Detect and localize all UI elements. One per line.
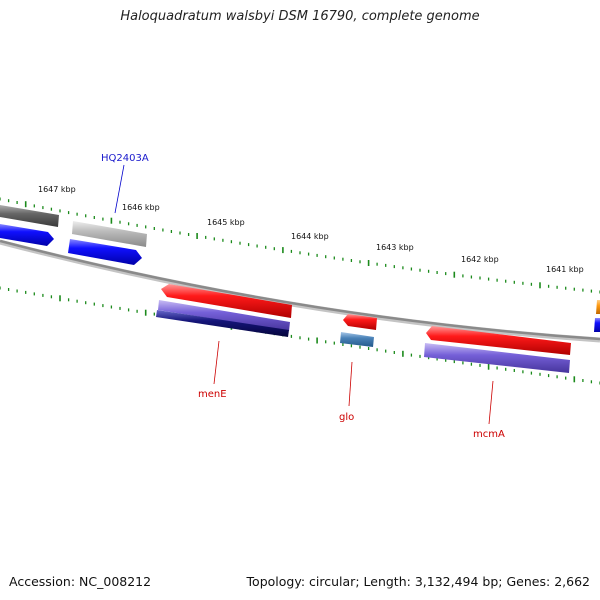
gene-feature-blue[interactable]	[0, 224, 54, 246]
gene-label-mcma[interactable]: mcmA	[473, 429, 505, 440]
gene-label-hq2403a[interactable]: HQ2403A	[101, 153, 149, 164]
kbp-label: 1645 kbp	[207, 218, 245, 227]
kbp-label: 1647 kbp	[38, 185, 76, 194]
topology-value: circular	[309, 574, 356, 589]
length-value: 3,132,494 bp	[414, 574, 499, 589]
leader-line	[114, 164, 125, 214]
accession-label: Accession:	[9, 574, 76, 589]
gene-feature-orange[interactable]	[596, 300, 600, 314]
kbp-label: 1642 kbp	[461, 255, 499, 264]
gene-feature-blue[interactable]	[68, 239, 142, 265]
gene-feature-purple[interactable]	[158, 300, 290, 331]
inner-tick-track	[0, 286, 600, 385]
upper-strand-genes	[0, 205, 147, 265]
genes-label: Genes:	[506, 574, 551, 589]
gene-annotations: HQ2403A menE glo mcmA	[101, 153, 505, 440]
gene-label-mene[interactable]: menE	[198, 389, 227, 400]
topology-label: Topology:	[246, 574, 306, 589]
accession-value: NC_008212	[79, 574, 152, 589]
kbp-scale: 1647 kbp 1646 kbp 1645 kbp 1644 kbp 1643…	[38, 185, 584, 274]
kbp-label: 1644 kbp	[291, 232, 329, 241]
genes-value: 2,662	[554, 574, 590, 589]
gene-feature-mene[interactable]	[161, 284, 292, 318]
gene-feature-blue[interactable]	[594, 318, 600, 332]
gene-feature-mcma[interactable]	[426, 326, 571, 355]
gene-feature-steel[interactable]	[340, 332, 374, 347]
genome-backbone	[0, 239, 600, 341]
lower-strand-genes	[156, 284, 600, 373]
genome-summary: Topology: circular; Length: 3,132,494 bp…	[246, 574, 590, 589]
kbp-label: 1643 kbp	[376, 243, 414, 252]
outer-tick-track	[0, 197, 600, 294]
leader-line	[488, 380, 494, 425]
accession-info: Accession: NC_008212	[9, 574, 151, 589]
leader-line	[348, 361, 353, 407]
kbp-label: 1641 kbp	[546, 265, 584, 274]
leader-line	[213, 340, 220, 385]
gene-feature-glo[interactable]	[343, 314, 377, 330]
gene-feature-hq2403a[interactable]	[72, 221, 147, 247]
gene-feature-gray[interactable]	[0, 205, 59, 227]
gene-label-glo[interactable]: glo	[339, 412, 354, 423]
kbp-label: 1646 kbp	[122, 203, 160, 212]
gene-feature-purple[interactable]	[424, 343, 570, 373]
length-label: Length:	[363, 574, 411, 589]
gene-feature-navy[interactable]	[156, 310, 289, 337]
page-title: Haloquadratum walsbyi DSM 16790, complet…	[120, 9, 480, 24]
